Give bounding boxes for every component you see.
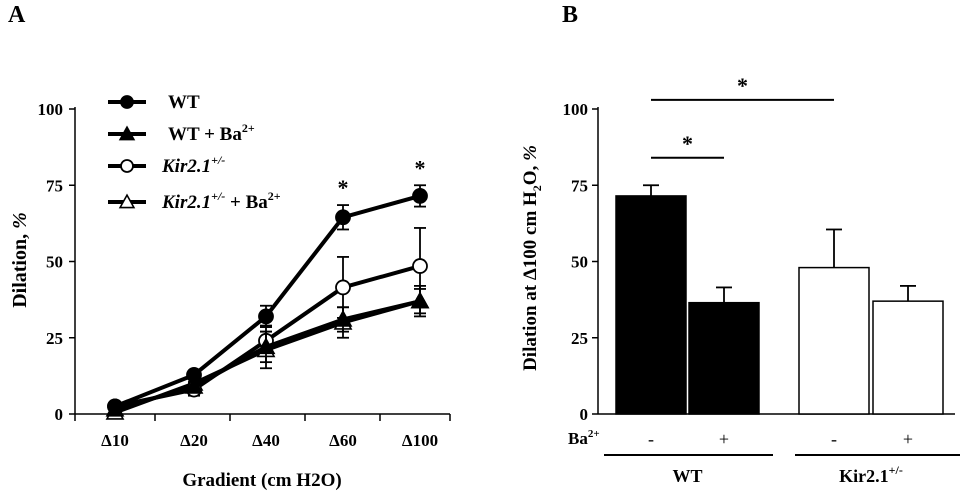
legend-label-suffix: + Ba (225, 192, 268, 213)
y-tick-label: 50 (46, 253, 63, 272)
treatment-label: + (903, 429, 913, 449)
bar-chart: 0 25 50 75 100 Dilation at Δ100 cm H2O, % - + - +… (520, 73, 960, 486)
y-tick-label: 75 (571, 176, 588, 195)
series-0 (107, 184, 428, 415)
legend-label-sup: 2+ (242, 121, 255, 135)
significance-marker: * (338, 175, 349, 200)
data-point (410, 291, 430, 309)
legend-label: WT + Ba2+ (168, 121, 255, 145)
legend-entry: Kir2.1+/- (108, 153, 225, 177)
data-point (118, 193, 136, 209)
series-line (114, 193, 421, 409)
x-tick-label: Δ60 (329, 431, 357, 450)
data-point (186, 367, 202, 383)
significance-marker: * (415, 155, 426, 180)
treatment-row-label-sup: 2+ (588, 428, 600, 440)
treatment-label: - (831, 429, 837, 449)
y-axis-label-unit: % (520, 145, 541, 161)
legend-label-suffix-sup: 2+ (268, 189, 281, 203)
treatment-label: - (648, 429, 654, 449)
legend-label-sup: +/- (211, 153, 225, 167)
y-axis-label-text: Dilation at Δ100 cm H (520, 191, 541, 371)
data-point (258, 308, 274, 325)
data-point (412, 188, 428, 204)
y-axis-label-text: Dilation, (9, 229, 31, 308)
legend-label-name: Kir2.1 (161, 192, 211, 213)
y-tick-label: 100 (563, 100, 589, 119)
panel-a-letter: A (8, 2, 26, 28)
bar (872, 300, 944, 415)
y-tick-label: 25 (46, 329, 63, 348)
data-point (333, 309, 353, 327)
legend-label: Kir2.1+/- + Ba2+ (161, 189, 281, 213)
y-tick-label: 25 (571, 329, 588, 348)
data-point (335, 279, 351, 296)
data-point (120, 95, 134, 109)
treatment-row-label: Ba2+ (568, 428, 600, 448)
x-tick-label: Δ20 (180, 431, 208, 450)
treatment-row-label-text: Ba (568, 429, 588, 448)
legend-label: WT (168, 92, 200, 113)
y-tick-label: 75 (46, 176, 63, 195)
treatment-label: + (719, 429, 729, 449)
y-tick-label: 0 (55, 405, 64, 424)
panel-b-letter: B (562, 2, 578, 28)
group-label: Kir2.1+/- (839, 463, 903, 486)
data-point (412, 258, 428, 274)
bar (798, 266, 870, 415)
y-axis-label-sub: 2 (530, 185, 544, 191)
group-label-sup: +/- (889, 463, 903, 477)
data-point (120, 159, 134, 173)
y-axis-label: Dilation, % (9, 212, 31, 308)
group-label-name: Kir2.1 (839, 466, 889, 486)
legend-label-name: WT (168, 92, 200, 113)
y-axis-label-text-2: O, (520, 161, 541, 185)
legend-entry: Kir2.1+/- + Ba2+ (108, 189, 281, 213)
y-tick-label: 0 (580, 405, 589, 424)
significance-marker: * (682, 131, 693, 156)
data-point (184, 376, 204, 394)
group-label: WT (672, 466, 702, 486)
bar (688, 301, 760, 415)
y-tick-label: 100 (38, 100, 64, 119)
bar (615, 195, 687, 415)
significance-marker: * (737, 73, 748, 98)
y-tick-label: 50 (571, 253, 588, 272)
series-1 (105, 288, 430, 417)
data-point (118, 125, 136, 141)
legend-label: Kir2.1+/- (161, 153, 225, 177)
legend-entry: WT (108, 92, 200, 113)
y-axis-label-unit: % (9, 212, 31, 229)
data-point (107, 398, 123, 415)
x-axis-label: Gradient (cm H2O) (182, 470, 341, 491)
data-point (256, 337, 276, 355)
data-point (335, 209, 351, 226)
legend-entry: WT + Ba2+ (108, 121, 255, 145)
legend-label-name: Kir2.1 (161, 156, 211, 177)
line-chart: 0 25 50 75 100 Δ10 Δ20 Δ40 Δ60 Δ100 Gradient (cm H… (9, 92, 451, 491)
y-axis-label: Dilation at Δ100 cm H2O, % (520, 145, 544, 371)
x-tick-label: Δ40 (252, 431, 280, 450)
legend-label-sup: +/- (211, 189, 225, 203)
x-tick-label: Δ100 (402, 431, 438, 450)
legend-label-name: WT + Ba (168, 124, 242, 145)
group-label-name: WT (672, 466, 702, 486)
x-tick-label: Δ10 (101, 431, 129, 450)
